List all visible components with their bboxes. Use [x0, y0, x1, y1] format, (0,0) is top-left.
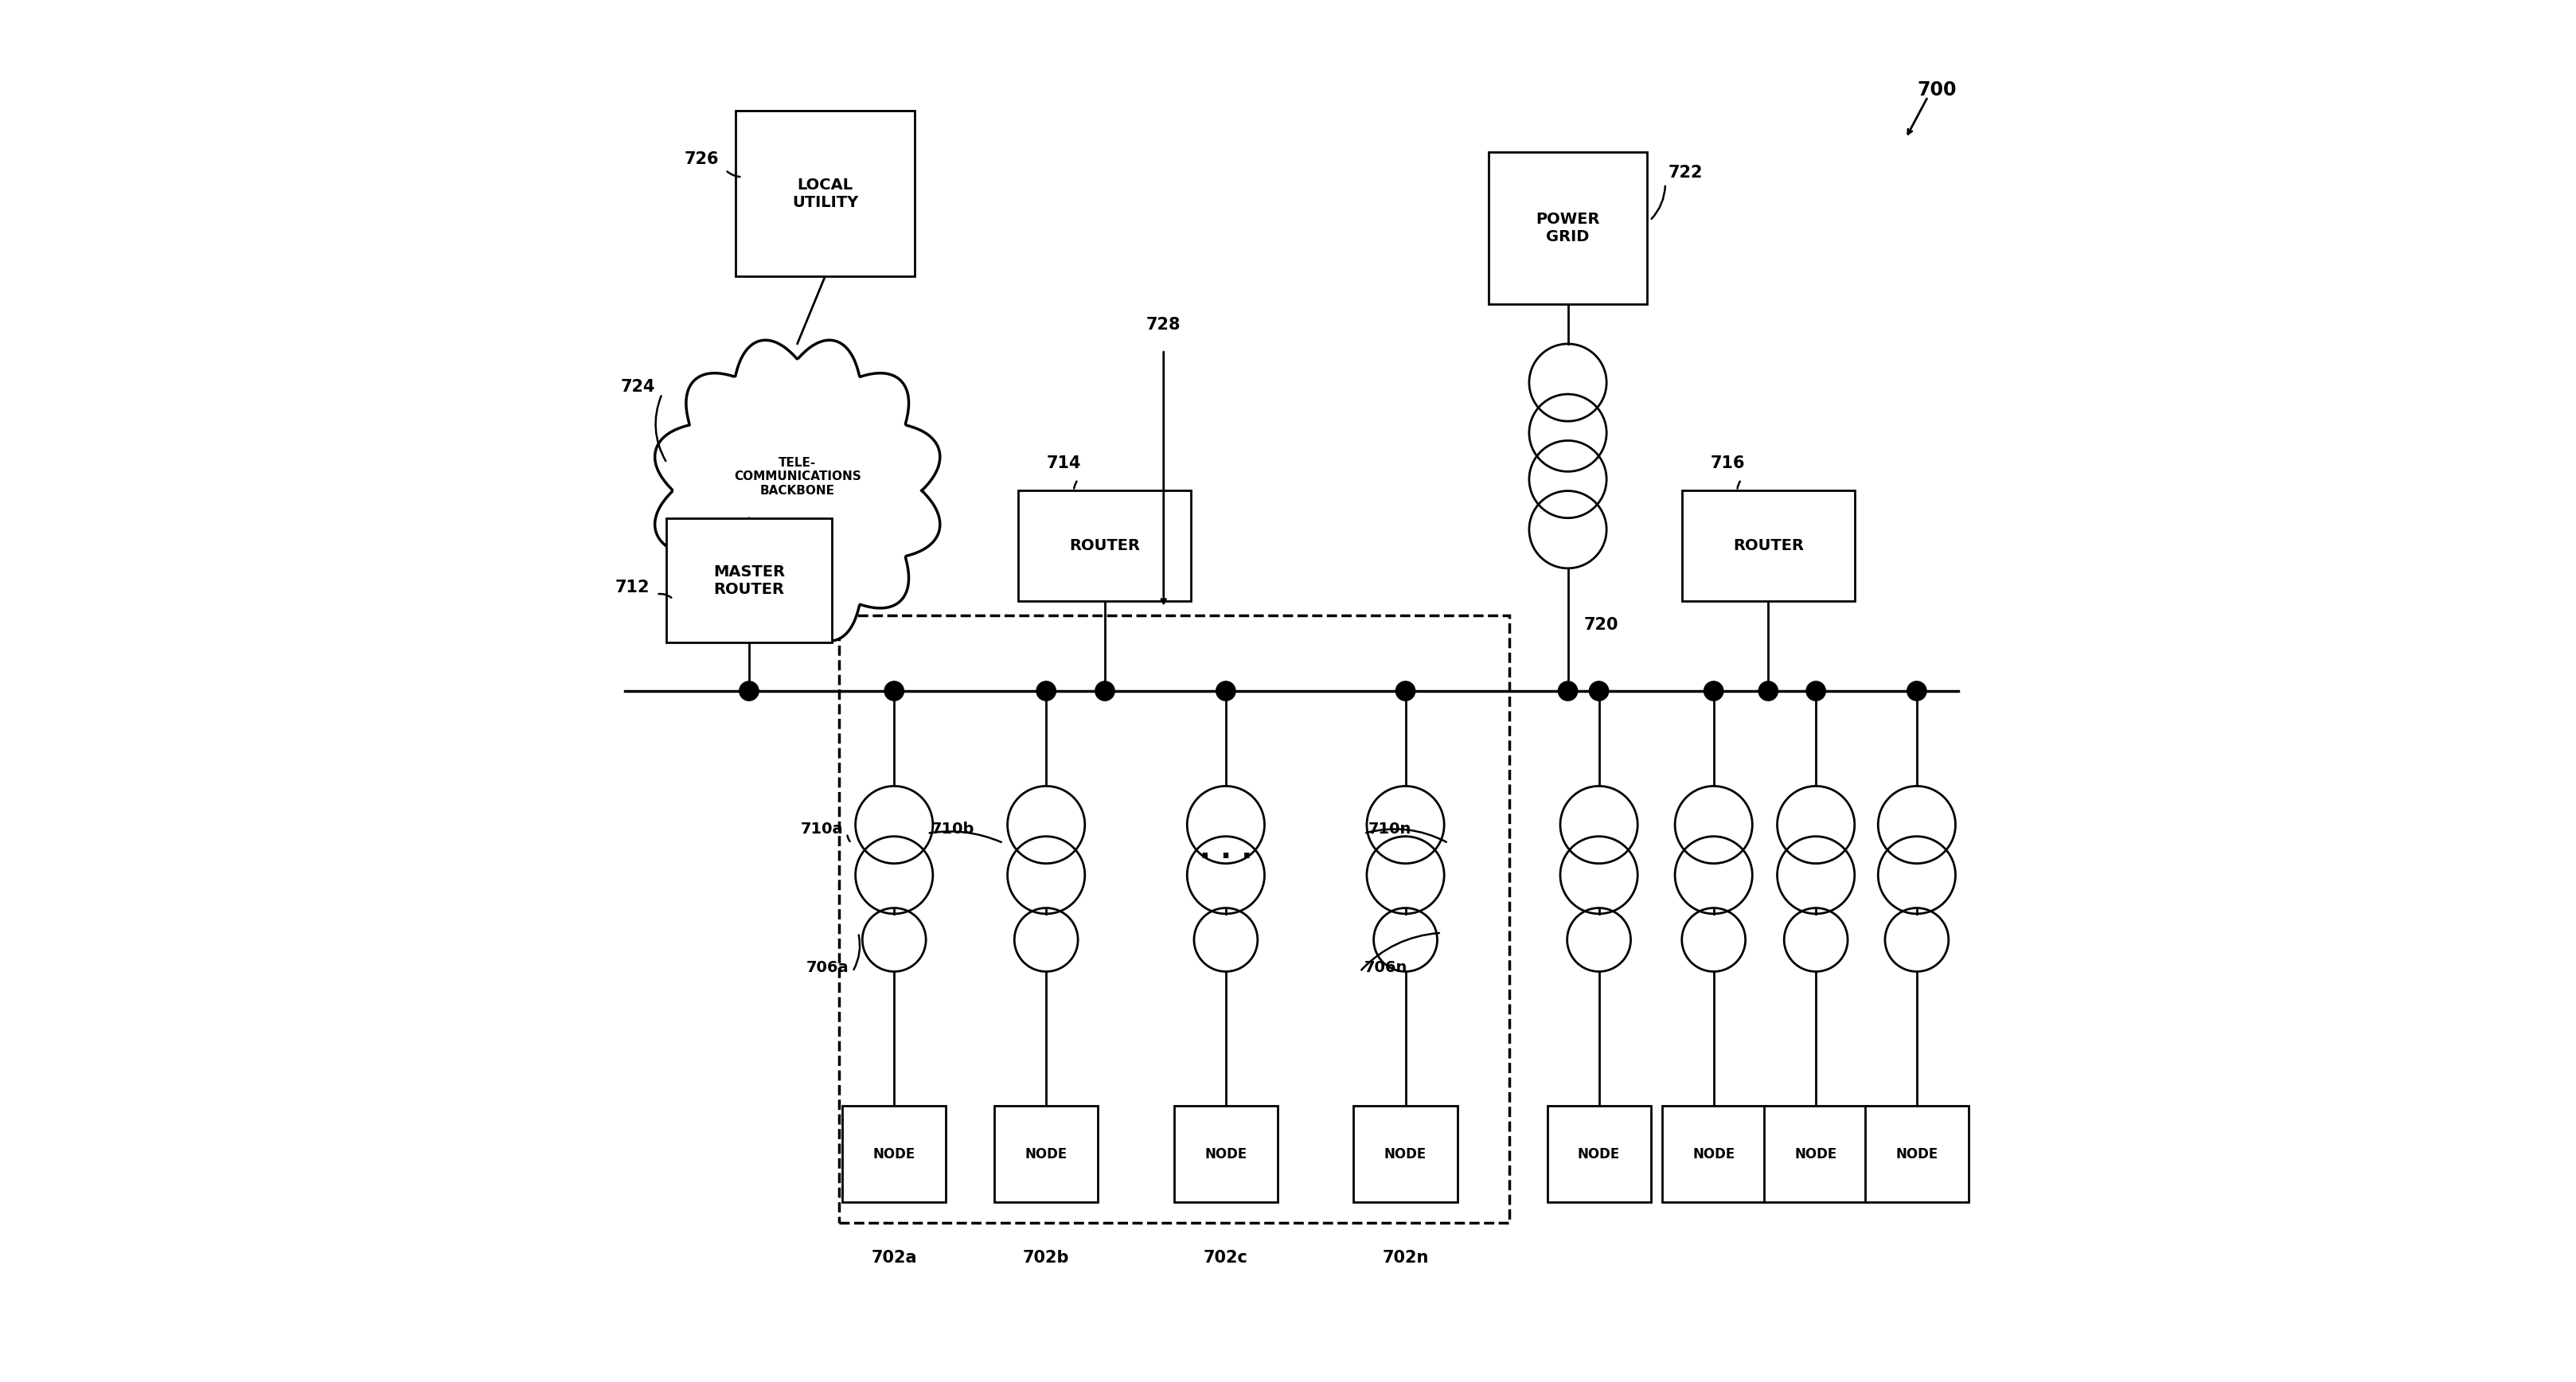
Text: 706a: 706a: [806, 960, 848, 974]
Text: 728: 728: [1146, 316, 1180, 333]
Text: NODE: NODE: [1896, 1147, 1937, 1161]
Bar: [840, 615, 1510, 1223]
Text: TELE-
COMMUNICATIONS
BACKBONE: TELE- COMMUNICATIONS BACKBONE: [734, 457, 860, 496]
Text: 722: 722: [1669, 164, 1703, 181]
Text: 712: 712: [616, 579, 649, 596]
Bar: [1018, 491, 1190, 601]
Text: NODE: NODE: [1795, 1147, 1837, 1161]
Text: 702n: 702n: [1383, 1249, 1430, 1266]
Polygon shape: [654, 340, 940, 641]
Bar: [1662, 1106, 1765, 1202]
Circle shape: [1188, 786, 1265, 864]
Bar: [994, 1106, 1097, 1202]
Text: 710a: 710a: [801, 822, 842, 836]
Circle shape: [1777, 836, 1855, 914]
Text: NODE: NODE: [873, 1147, 914, 1161]
Circle shape: [1530, 441, 1607, 518]
Circle shape: [1368, 836, 1445, 914]
Bar: [842, 1106, 945, 1202]
Text: 720: 720: [1584, 616, 1618, 633]
Text: 724: 724: [621, 379, 654, 395]
Text: POWER
GRID: POWER GRID: [1535, 211, 1600, 245]
Bar: [1682, 491, 1855, 601]
Circle shape: [1703, 681, 1723, 701]
Circle shape: [1886, 908, 1947, 972]
Circle shape: [1674, 786, 1752, 864]
Circle shape: [855, 786, 933, 864]
Bar: [734, 111, 914, 276]
Circle shape: [1878, 836, 1955, 914]
Circle shape: [1396, 681, 1414, 701]
Circle shape: [1216, 681, 1236, 701]
Circle shape: [1759, 681, 1777, 701]
Circle shape: [1589, 681, 1607, 701]
Text: 710b: 710b: [933, 822, 974, 836]
Text: 702b: 702b: [1023, 1249, 1069, 1266]
Text: NODE: NODE: [1025, 1147, 1066, 1161]
Circle shape: [884, 681, 904, 701]
Circle shape: [1682, 908, 1747, 972]
Circle shape: [1530, 491, 1607, 568]
Text: 700: 700: [1917, 80, 1955, 100]
Circle shape: [1878, 786, 1955, 864]
Bar: [667, 518, 832, 643]
Text: 716: 716: [1710, 455, 1744, 471]
Bar: [1175, 1106, 1278, 1202]
Text: 706n: 706n: [1365, 960, 1406, 974]
Circle shape: [1095, 681, 1115, 701]
Text: 710n: 710n: [1368, 822, 1412, 836]
Text: 726: 726: [685, 151, 719, 167]
Bar: [1352, 1106, 1458, 1202]
Circle shape: [1530, 394, 1607, 471]
Circle shape: [1015, 908, 1077, 972]
Circle shape: [1195, 908, 1257, 972]
Circle shape: [1373, 908, 1437, 972]
Text: NODE: NODE: [1692, 1147, 1734, 1161]
Text: LOCAL
UTILITY: LOCAL UTILITY: [791, 177, 858, 210]
Circle shape: [1530, 344, 1607, 422]
Circle shape: [1561, 786, 1638, 864]
Text: . . .: . . .: [1200, 836, 1252, 864]
Circle shape: [1806, 681, 1826, 701]
Circle shape: [739, 681, 760, 701]
Circle shape: [1007, 786, 1084, 864]
Circle shape: [1007, 836, 1084, 914]
Text: NODE: NODE: [1206, 1147, 1247, 1161]
Circle shape: [1785, 908, 1847, 972]
Circle shape: [1558, 681, 1577, 701]
Bar: [1548, 1106, 1651, 1202]
Text: ROUTER: ROUTER: [1069, 539, 1141, 553]
Bar: [1865, 1106, 1968, 1202]
Circle shape: [863, 908, 925, 972]
Text: 702c: 702c: [1203, 1249, 1247, 1266]
Circle shape: [1036, 681, 1056, 701]
Text: NODE: NODE: [1383, 1147, 1427, 1161]
Circle shape: [1674, 836, 1752, 914]
Circle shape: [1906, 681, 1927, 701]
Circle shape: [1188, 836, 1265, 914]
Text: NODE: NODE: [1577, 1147, 1620, 1161]
Text: ROUTER: ROUTER: [1734, 539, 1803, 553]
Text: MASTER
ROUTER: MASTER ROUTER: [714, 564, 786, 597]
Circle shape: [1561, 836, 1638, 914]
Text: 714: 714: [1046, 455, 1082, 471]
Circle shape: [1566, 908, 1631, 972]
Circle shape: [1368, 786, 1445, 864]
Circle shape: [855, 836, 933, 914]
Text: 702a: 702a: [871, 1249, 917, 1266]
Circle shape: [1777, 786, 1855, 864]
Bar: [1765, 1106, 1868, 1202]
Bar: [1489, 152, 1646, 304]
